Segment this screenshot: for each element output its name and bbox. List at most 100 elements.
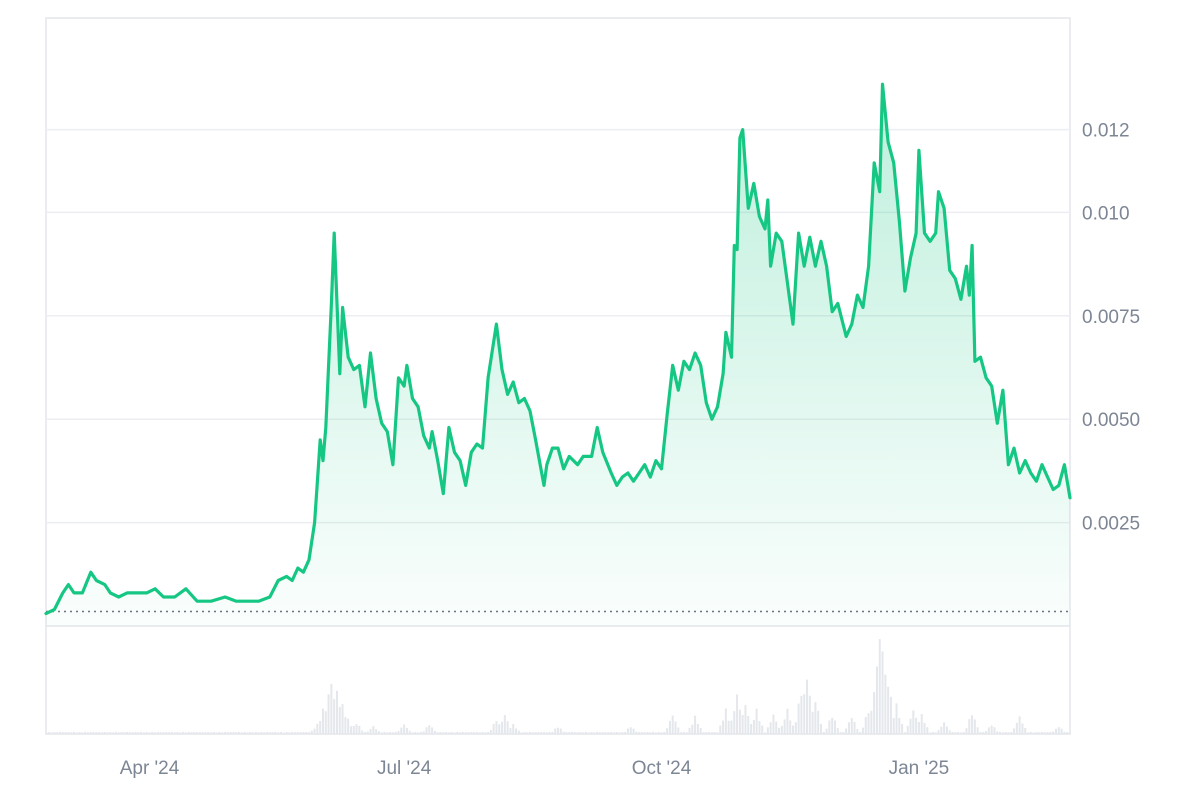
volume-bar	[819, 724, 822, 734]
volume-bar	[114, 731, 117, 734]
volume-bar	[691, 724, 694, 734]
volume-bar	[86, 732, 89, 734]
price-line	[44, 82, 1072, 616]
volume-bar	[632, 728, 635, 734]
volume-bar	[842, 732, 845, 734]
volume-bar	[321, 708, 324, 734]
volume-bar	[568, 732, 571, 734]
volume-bar	[663, 731, 666, 734]
volume-bar	[733, 711, 736, 734]
volume-bar	[612, 732, 615, 734]
volume-bar	[831, 717, 834, 734]
volume-bar	[377, 731, 380, 734]
volume-bar	[417, 732, 420, 734]
volume-bar	[489, 730, 492, 734]
volume-bar	[72, 731, 75, 734]
volume-bar	[70, 732, 73, 734]
volume-bar	[859, 731, 862, 734]
volume-bar	[559, 728, 562, 734]
volume-bar	[1043, 732, 1046, 734]
volume-bar	[425, 727, 428, 734]
volume-bar	[456, 731, 459, 734]
volume-bar	[945, 726, 948, 734]
volume-bar	[654, 732, 657, 734]
volume-bar	[797, 703, 800, 734]
volume-bar	[971, 715, 974, 734]
volume-bar	[98, 732, 101, 734]
volume-bar	[333, 699, 336, 734]
volume-bar	[573, 732, 576, 734]
volume-bar	[526, 732, 529, 734]
volume-bar	[775, 721, 778, 734]
volume-bar	[520, 732, 523, 734]
volume-bar	[170, 732, 173, 734]
volume-bar	[699, 727, 702, 734]
volume-bar	[341, 704, 344, 734]
volume-bar	[1035, 731, 1038, 734]
volume-bar	[537, 732, 540, 734]
volume-bar	[366, 731, 369, 734]
volume-bar	[277, 732, 280, 734]
volume-bar	[123, 732, 126, 734]
y-tick-label: 0.010	[1082, 203, 1130, 224]
volume-bar	[643, 732, 646, 734]
volume-bar	[1021, 723, 1024, 734]
volume-bar	[215, 732, 218, 734]
volume-bar	[722, 720, 725, 734]
volume-bar	[433, 730, 436, 734]
volume-bar	[151, 731, 154, 734]
volume-bar	[660, 732, 663, 734]
volume-bar	[764, 732, 767, 734]
volume-bar	[184, 732, 187, 734]
volume-bar	[889, 696, 892, 734]
volume-bar	[305, 732, 308, 734]
volume-bar	[618, 732, 621, 734]
volume-bar	[769, 722, 772, 734]
volume-bar	[710, 732, 713, 734]
volume-bar	[414, 731, 417, 734]
volume-bar	[540, 732, 543, 734]
volume-bar	[226, 732, 229, 734]
volume-bar	[747, 716, 750, 734]
x-tick-label: Jul '24	[377, 758, 432, 779]
volume-bar	[845, 728, 848, 734]
volume-bar	[906, 725, 909, 734]
volume-bar	[313, 728, 316, 734]
volume-bar	[274, 732, 277, 734]
volume-bar	[126, 732, 129, 734]
volume-bar	[64, 732, 67, 734]
volume-bar	[495, 721, 498, 734]
volume-bar	[626, 728, 629, 734]
volume-bar	[780, 725, 783, 734]
volume-bar	[867, 713, 870, 734]
volume-bar	[937, 729, 940, 734]
volume-bar	[282, 732, 285, 734]
x-tick-label: Apr '24	[120, 758, 180, 779]
volume-bar	[210, 732, 213, 734]
volume-bar	[67, 732, 70, 734]
volume-bar	[523, 731, 526, 734]
volume-bar	[929, 732, 932, 734]
volume-bar	[909, 718, 912, 734]
volume-bar	[296, 732, 299, 734]
volume-bar	[268, 732, 271, 734]
volume-bar	[534, 732, 537, 734]
volume-bar	[839, 732, 842, 734]
volume-bar	[794, 722, 797, 734]
volume-bar	[853, 721, 856, 734]
volume-bar	[137, 732, 140, 734]
volume-bar	[976, 727, 979, 734]
volume-bar	[705, 732, 708, 734]
volume-bar	[405, 727, 408, 734]
volume-bar	[299, 732, 302, 734]
volume-bar	[470, 732, 473, 734]
volume-bar	[263, 732, 266, 734]
volume-bar	[1063, 731, 1066, 734]
volume-bar	[442, 732, 445, 734]
volume-bar	[850, 718, 853, 734]
volume-bar	[570, 732, 573, 734]
volume-bar	[447, 732, 450, 734]
volume-bar	[696, 724, 699, 734]
volume-bar	[453, 732, 456, 734]
volume-bar	[755, 708, 758, 734]
